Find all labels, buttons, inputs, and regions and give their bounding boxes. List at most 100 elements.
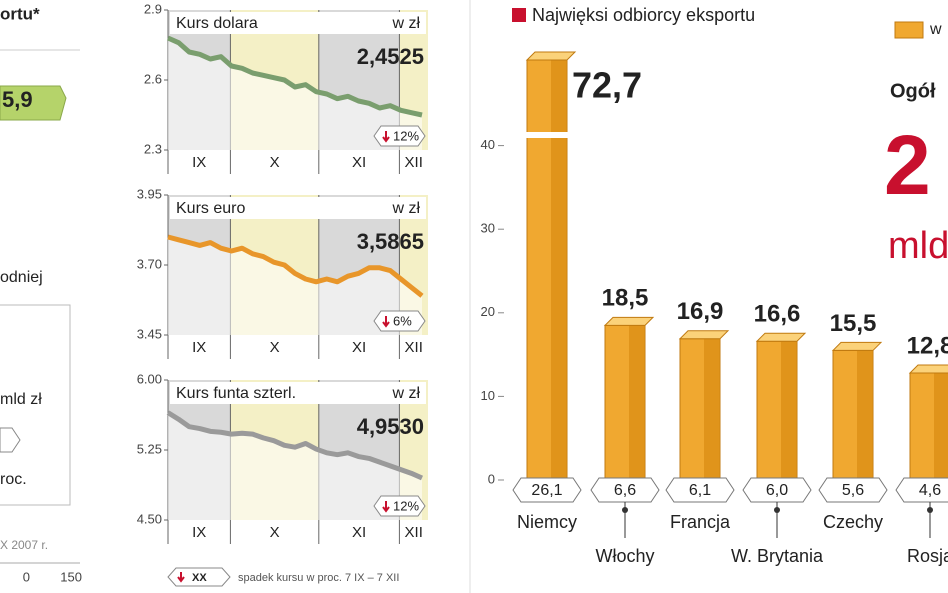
change: 12% bbox=[393, 128, 419, 143]
down-arrow bbox=[382, 316, 390, 328]
chart-title: Kurs euro bbox=[176, 200, 245, 217]
share-badge bbox=[818, 477, 888, 503]
bar-top bbox=[908, 364, 948, 374]
chart-title: Kurs funta szterl. bbox=[176, 385, 296, 402]
area bbox=[168, 237, 422, 335]
bar-side bbox=[551, 60, 567, 480]
share-label: 5,6 bbox=[842, 482, 864, 499]
y-tick-label: 20 bbox=[481, 304, 495, 319]
panel-value: 5,9 bbox=[2, 87, 33, 112]
leader-dot bbox=[927, 507, 933, 513]
legend2-swatch bbox=[894, 21, 924, 39]
month-label: XI bbox=[352, 524, 366, 541]
footnote-badge-text: XX bbox=[192, 572, 207, 584]
month-label: XII bbox=[405, 339, 423, 356]
down-arrow bbox=[382, 131, 390, 143]
panel-box bbox=[0, 304, 71, 506]
share-label: 26,1 bbox=[531, 482, 562, 499]
legend-swatch bbox=[512, 8, 526, 22]
bar-side bbox=[934, 372, 948, 480]
bar-side bbox=[857, 350, 873, 480]
footnote: XX spadek kursu w proc. 7 IX – 7 XII bbox=[167, 567, 399, 587]
month-label: XI bbox=[352, 154, 366, 171]
share-badge bbox=[895, 477, 948, 503]
x-tick-label: W. Brytania bbox=[731, 546, 824, 566]
y-tick-label: 3.70 bbox=[137, 256, 162, 271]
share-label: 4,6 bbox=[919, 482, 941, 499]
panel-text: roc. bbox=[0, 471, 27, 488]
bar-top bbox=[755, 332, 807, 342]
bar-side bbox=[781, 341, 797, 480]
share-badge bbox=[512, 477, 582, 503]
share-label: 6,6 bbox=[614, 482, 636, 499]
change: 12% bbox=[393, 498, 419, 513]
bar-top bbox=[831, 341, 883, 351]
share-badge bbox=[590, 477, 660, 503]
left-panel: ortu* 5,9 odniej mld zł roc. X 2007 r. 0… bbox=[0, 4, 82, 584]
share-label: 6,0 bbox=[766, 482, 788, 499]
y-tick-label: 5.25 bbox=[137, 441, 162, 456]
y-tick-label: 4.50 bbox=[137, 511, 162, 526]
total-title: Ogół bbox=[890, 80, 936, 102]
share-badge bbox=[665, 477, 735, 503]
rate-line bbox=[167, 234, 424, 298]
last-value: 3,5865 bbox=[357, 229, 424, 254]
footnote-badge bbox=[167, 567, 231, 587]
last-value: 4,9530 bbox=[357, 414, 424, 439]
y-tick-label: 3.45 bbox=[137, 326, 162, 341]
month-label: X bbox=[270, 524, 280, 541]
y-tick-label: 30 bbox=[481, 221, 495, 236]
leader-dot bbox=[774, 507, 780, 513]
panel-note: X 2007 r. bbox=[0, 538, 48, 552]
rate-line bbox=[166, 35, 423, 118]
x-tick-label: Niemcy bbox=[517, 512, 577, 532]
title-box bbox=[170, 12, 426, 34]
y-tick-label: 0 bbox=[488, 471, 495, 486]
legend2-label: w bbox=[929, 21, 942, 38]
title-box bbox=[170, 197, 426, 219]
value-label: 12,8 bbox=[907, 332, 948, 359]
y-tick-label: 40 bbox=[481, 137, 495, 152]
x-tick-label: Włochy bbox=[595, 546, 654, 566]
leader-dot bbox=[622, 507, 628, 513]
rate-line bbox=[166, 410, 424, 481]
total-unit: mld bbox=[888, 225, 948, 267]
month-label: IX bbox=[192, 154, 206, 171]
y-tick-label: 3.95 bbox=[137, 186, 162, 201]
unit: w zł bbox=[391, 200, 420, 217]
month-label: X bbox=[270, 339, 280, 356]
value-label: 15,5 bbox=[830, 310, 877, 337]
y-tick-label: 2.6 bbox=[144, 71, 162, 86]
unit: w zł bbox=[391, 385, 420, 402]
total-value: 2 bbox=[884, 118, 931, 212]
month-label: XII bbox=[405, 524, 423, 541]
share-badge bbox=[742, 477, 812, 503]
month-label: IX bbox=[192, 524, 206, 541]
bar-break bbox=[525, 132, 569, 138]
down-arrow bbox=[177, 572, 185, 583]
down-arrow bbox=[382, 501, 390, 513]
value-label: 16,6 bbox=[754, 301, 801, 328]
x-tick-label: Francja bbox=[670, 512, 731, 532]
month-label: XII bbox=[405, 154, 423, 171]
month-label: IX bbox=[192, 339, 206, 356]
chart-title: Kurs dolara bbox=[176, 15, 258, 32]
value-label: 72,7 bbox=[572, 65, 642, 106]
month-label: X bbox=[270, 154, 280, 171]
bar-side bbox=[704, 338, 720, 480]
unit: w zł bbox=[391, 15, 420, 32]
y-tick-label: 10 bbox=[481, 388, 495, 403]
y-tick-label: 6.00 bbox=[137, 371, 162, 386]
panel-title: ortu* bbox=[0, 4, 40, 23]
bar-top bbox=[525, 51, 577, 61]
title-box bbox=[170, 382, 426, 404]
bar-top bbox=[678, 330, 730, 340]
panel-text: mld zł bbox=[0, 391, 42, 408]
y-tick-label: 2.3 bbox=[144, 141, 162, 156]
value-label: 18,5 bbox=[602, 285, 649, 312]
y-tick-label: 2.9 bbox=[144, 1, 162, 16]
value-label: 16,9 bbox=[677, 298, 724, 325]
x-tick-label: Rosja bbox=[907, 546, 948, 566]
panel-tick: 150 bbox=[60, 569, 82, 584]
